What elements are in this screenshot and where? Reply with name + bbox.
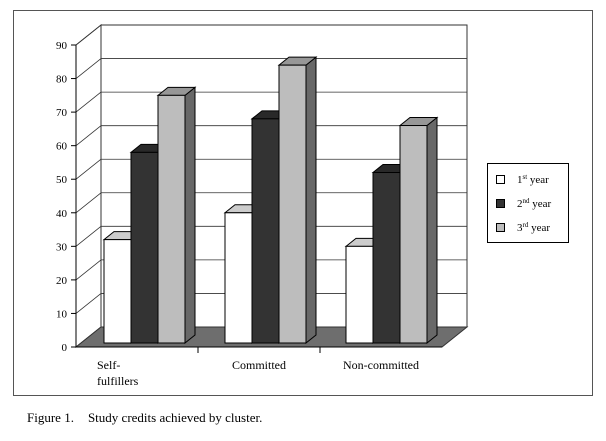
y-tick-label: 30 — [56, 241, 68, 253]
x-tick-label: Committed — [232, 358, 286, 372]
figure-caption: Figure 1. Study credits achieved by clust… — [27, 410, 262, 426]
bar-3-2 — [278, 64, 307, 344]
x-tick-label: Self- — [97, 358, 120, 372]
legend: 1st year 2nd year 3rd year — [487, 163, 569, 243]
bar-2-2 — [251, 118, 280, 344]
gridline-side — [75, 226, 102, 247]
gridline-side — [75, 293, 102, 314]
gridline-side — [75, 192, 102, 214]
y-tick-label: 70 — [56, 107, 68, 119]
bar-1-3 — [345, 245, 374, 344]
bar-1-1 — [103, 239, 132, 344]
gridline-side — [75, 58, 102, 79]
x-axis-labels: Self-fulfillers Committed Non-committed — [97, 358, 419, 388]
y-tick-label: 20 — [56, 275, 68, 287]
gridline-side — [75, 91, 102, 113]
legend-label-1: 1st year — [517, 173, 549, 187]
bar-side-3-2 — [305, 56, 317, 345]
legend-swatch-3 — [496, 223, 505, 232]
bar-side-3-3 — [426, 116, 438, 345]
caption-label: Figure 1. — [27, 410, 74, 425]
legend-swatch-2 — [496, 199, 505, 208]
y-tick-label: 40 — [56, 208, 68, 220]
y-axis: 0 10 20 30 40 50 60 70 80 90 — [56, 40, 442, 354]
gridline-side — [75, 259, 102, 281]
bar-1-2 — [224, 212, 253, 344]
x-tick-label: Non-committed — [343, 358, 419, 372]
figure-frame — [13, 10, 593, 396]
bar-2-1 — [130, 151, 159, 344]
y-tick-label: 0 — [62, 342, 68, 354]
y-tick-label: 10 — [56, 308, 68, 320]
gridline-side — [75, 125, 102, 146]
y-tick-label: 80 — [56, 74, 68, 86]
x-tick-label: fulfillers — [97, 374, 139, 388]
gridline-side — [75, 158, 102, 180]
y-tick-label: 60 — [56, 141, 68, 153]
bar-2-3 — [372, 172, 401, 344]
side-wall — [75, 23, 102, 349]
legend-swatch-1 — [496, 175, 505, 184]
legend-label-2: 2nd year — [517, 197, 552, 211]
y-tick-label: 50 — [56, 174, 68, 186]
y-tick-label: 90 — [56, 40, 68, 52]
bar-side-3-1 — [184, 86, 196, 345]
bar-3-1 — [157, 94, 186, 344]
caption-text: Study credits achieved by cluster. — [87, 410, 263, 425]
bar-3-3 — [399, 125, 428, 344]
legend-label-3: 3rd year — [517, 221, 551, 235]
gridline-side — [75, 24, 102, 46]
bars — [102, 56, 439, 345]
